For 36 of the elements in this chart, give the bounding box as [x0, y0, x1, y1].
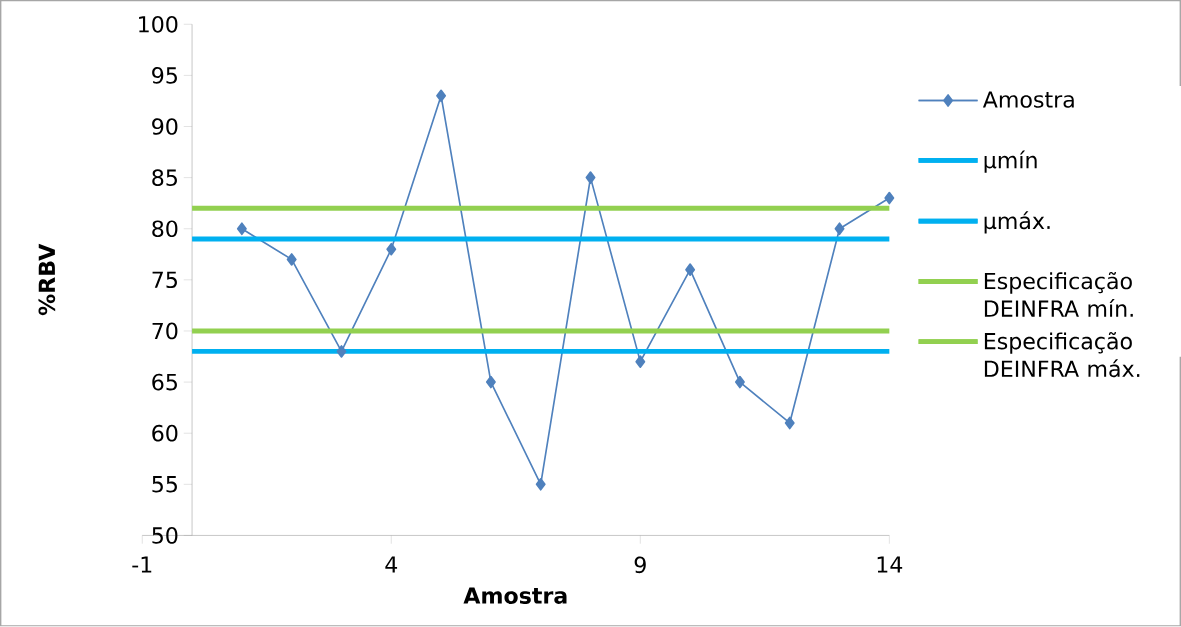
legend-label: Especificação DEINFRA máx.: [984, 332, 1140, 378]
point: [635, 355, 646, 369]
x-tick-label: 14: [877, 556, 903, 573]
y-tick-label: 50: [152, 527, 178, 545]
point: [585, 171, 596, 185]
legend-label: Amostra: [982, 91, 1074, 109]
legend-label: µmáx.: [984, 211, 1050, 234]
point: [834, 222, 845, 236]
x-tick-label: 4: [385, 556, 398, 573]
point: [734, 375, 745, 389]
x-tick-label: -1: [132, 556, 152, 573]
point: [685, 263, 696, 277]
point: [336, 345, 347, 358]
point: [236, 222, 247, 236]
point: [535, 478, 546, 491]
legend-label: Especificação DEINFRA mín.: [984, 272, 1133, 317]
y-tick-label: 100: [139, 16, 178, 33]
y-tick-label: 85: [152, 169, 177, 187]
y-axis-title: %RBV: [38, 244, 56, 316]
y-tick-label: 95: [152, 67, 177, 84]
y-tick-label: 60: [152, 425, 178, 442]
point: [485, 375, 496, 389]
legend-label: µmín: [984, 150, 1037, 174]
point: [884, 191, 895, 205]
point: [436, 89, 447, 103]
y-tick-label: 65: [152, 373, 177, 391]
x-axis-title: Amostra: [463, 587, 567, 605]
y-tick-label: 90: [152, 118, 178, 136]
point: [784, 416, 795, 430]
y-tick-label: 75: [152, 271, 177, 289]
y-tick-label: 80: [152, 220, 178, 238]
y-tick-label: 55: [152, 476, 177, 493]
point: [286, 253, 297, 266]
y-tick-label: 70: [152, 322, 178, 340]
x-tick-label: 9: [634, 556, 646, 574]
point: [386, 243, 397, 256]
